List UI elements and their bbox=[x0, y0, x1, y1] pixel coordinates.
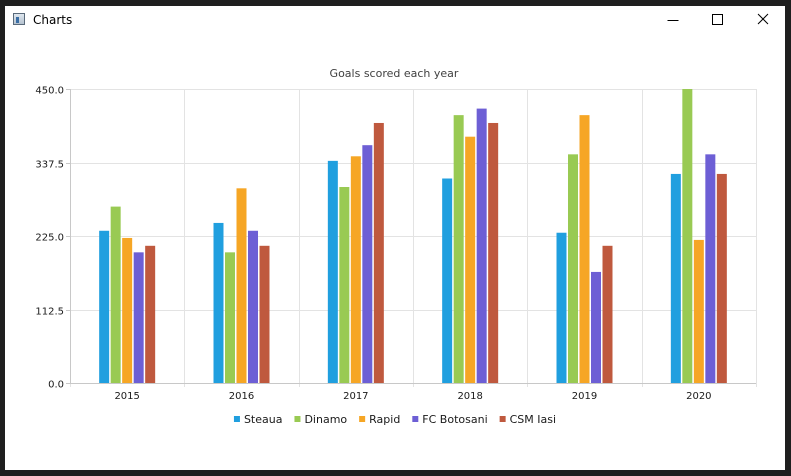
bar-fc-botosani-2018[interactable] bbox=[476, 108, 487, 383]
bar-steaua-2020[interactable] bbox=[670, 173, 681, 383]
legend-marker bbox=[412, 416, 419, 422]
chart-grid bbox=[70, 89, 757, 387]
x-tick-label: 2020 bbox=[686, 391, 711, 402]
bar-csm-iasi-2020[interactable] bbox=[716, 173, 727, 383]
bar-rapid-2015[interactable] bbox=[122, 237, 133, 383]
x-tick-label: 2016 bbox=[229, 391, 254, 402]
bar-dinamo-2019[interactable] bbox=[568, 154, 578, 383]
bar-rapid-2019[interactable] bbox=[579, 115, 590, 383]
bar-rapid-2016[interactable] bbox=[236, 188, 247, 383]
window-title: Charts bbox=[33, 13, 73, 27]
bar-steaua-2015[interactable] bbox=[99, 230, 110, 383]
y-tick-label: 112.5 bbox=[35, 307, 64, 318]
bar-rapid-2018[interactable] bbox=[465, 136, 476, 383]
y-tick-label: 225.0 bbox=[35, 233, 64, 244]
bar-steaua-2016[interactable] bbox=[213, 222, 224, 383]
bar-fc-botosani-2016[interactable] bbox=[248, 230, 258, 383]
bar-fc-botosani-2020[interactable] bbox=[705, 154, 716, 383]
app-window-icon[interactable] bbox=[13, 13, 25, 25]
bar-dinamo-2015[interactable] bbox=[110, 206, 121, 383]
minimize-button[interactable] bbox=[650, 6, 695, 35]
bar-csm-iasi-2017[interactable] bbox=[373, 122, 384, 384]
bar-fc-botosani-2019[interactable] bbox=[591, 271, 601, 383]
x-tick-label: 2018 bbox=[457, 391, 482, 402]
maximize-icon bbox=[712, 14, 723, 25]
y-tick-label: 0.0 bbox=[48, 380, 64, 391]
y-axis: 0.0 112.5 225.0 337.5 450.0 bbox=[35, 86, 71, 391]
chart-legend: Steaua Dinamo Rapid FC Botosani CSM Iasi bbox=[233, 413, 556, 426]
application-window: Charts Goals scored each year 0.0 112.5 22… bbox=[5, 6, 785, 470]
x-axis: 2015 2016 2017 2018 2019 2020 bbox=[70, 383, 756, 402]
bar-rapid-2020[interactable] bbox=[693, 239, 704, 383]
close-icon bbox=[757, 13, 769, 25]
bar-fc-botosani-2017[interactable] bbox=[362, 145, 373, 383]
legend-label[interactable]: Steaua bbox=[244, 413, 283, 426]
close-button[interactable] bbox=[740, 6, 785, 35]
legend-label[interactable]: CSM Iasi bbox=[510, 413, 556, 426]
bar-csm-iasi-2015[interactable] bbox=[145, 245, 156, 383]
bar-chart: Goals scored each year 0.0 112.5 225.0 337.… bbox=[35, 67, 757, 426]
legend-marker bbox=[294, 416, 301, 422]
bar-dinamo-2018[interactable] bbox=[453, 115, 464, 383]
x-tick-label: 2015 bbox=[114, 391, 139, 402]
bar-steaua-2018[interactable] bbox=[442, 178, 453, 383]
x-tick-label: 2017 bbox=[343, 391, 368, 402]
bar-steaua-2019[interactable] bbox=[556, 232, 567, 383]
title-bar[interactable]: Charts bbox=[5, 6, 785, 35]
legend-label[interactable]: FC Botosani bbox=[422, 413, 487, 426]
bar-csm-iasi-2019[interactable] bbox=[602, 245, 613, 383]
chart-title: Goals scored each year bbox=[330, 67, 459, 80]
bar-dinamo-2016[interactable] bbox=[225, 252, 235, 383]
bar-dinamo-2020[interactable] bbox=[682, 89, 693, 383]
legend-label[interactable]: Dinamo bbox=[304, 413, 347, 426]
x-tick-label: 2019 bbox=[572, 391, 597, 402]
legend-label[interactable]: Rapid bbox=[369, 413, 400, 426]
bar-rapid-2017[interactable] bbox=[350, 156, 361, 383]
bar-steaua-2017[interactable] bbox=[327, 160, 338, 383]
bar-csm-iasi-2016[interactable] bbox=[259, 245, 270, 383]
maximize-button[interactable] bbox=[695, 6, 740, 35]
legend-marker bbox=[233, 416, 240, 422]
bar-series-group bbox=[99, 89, 727, 384]
y-tick-label: 450.0 bbox=[35, 86, 64, 97]
bar-csm-iasi-2018[interactable] bbox=[488, 122, 499, 384]
bar-dinamo-2017[interactable] bbox=[339, 187, 350, 383]
minimize-icon bbox=[667, 20, 679, 21]
y-tick-label: 337.5 bbox=[35, 160, 64, 171]
bar-fc-botosani-2015[interactable] bbox=[133, 252, 144, 383]
legend-marker bbox=[499, 416, 506, 422]
legend-marker bbox=[359, 416, 366, 422]
